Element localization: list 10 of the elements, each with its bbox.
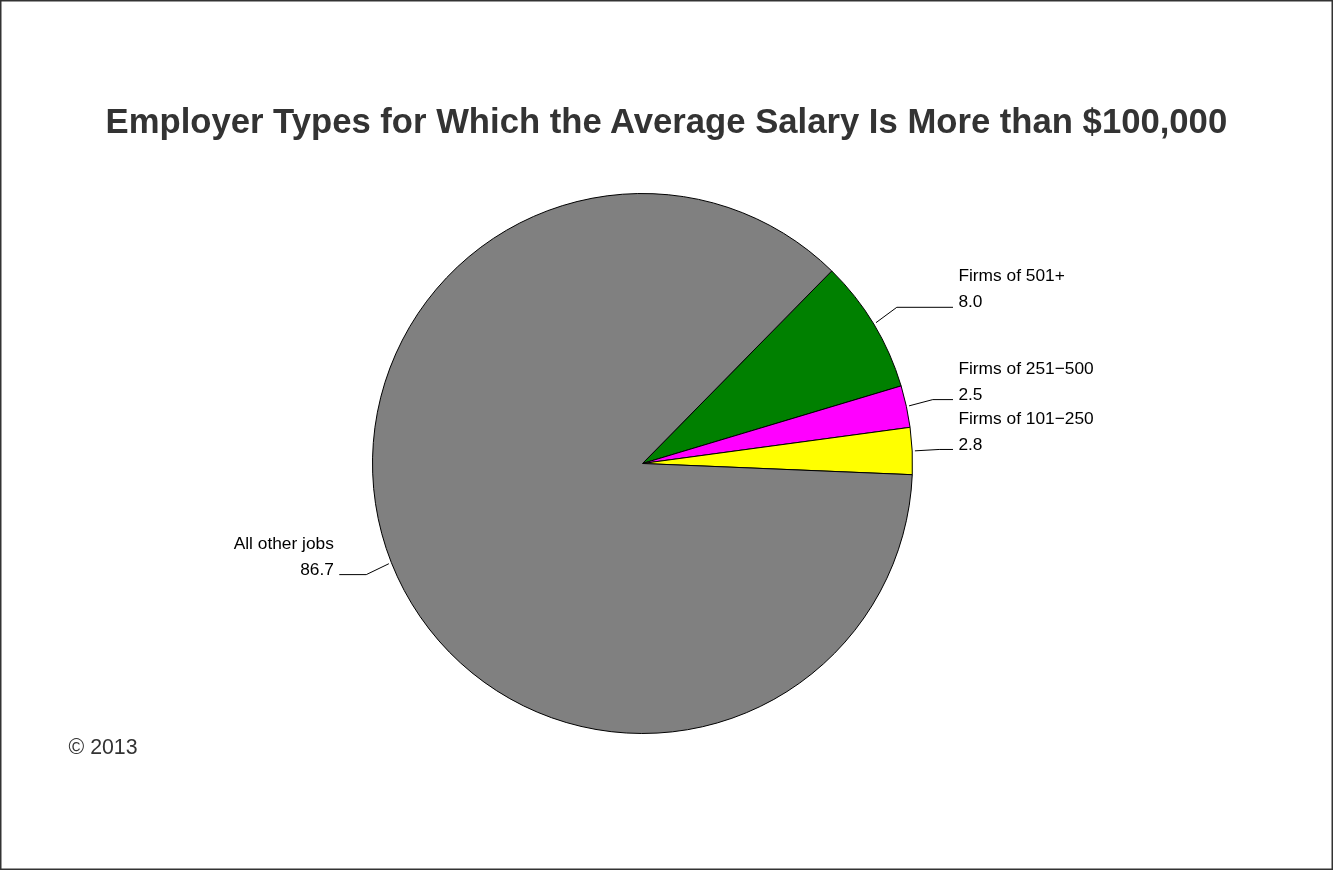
slice-label: Firms of 501+: [958, 265, 1065, 286]
slice-label: All other jobs: [233, 532, 335, 553]
data-label: 8.0: [958, 291, 983, 312]
chart-title: Employer Types for Which the Average Salary Is More than $100,000: [105, 101, 1228, 140]
slice-label: Firms of 101−250: [958, 407, 1094, 428]
data-label: 86.7: [300, 558, 334, 579]
data-label: 2.8: [958, 433, 983, 454]
text: © 2013: [68, 734, 138, 759]
data-label: 2.5: [958, 383, 983, 404]
slice-label: Firms of 251−500: [958, 357, 1094, 378]
